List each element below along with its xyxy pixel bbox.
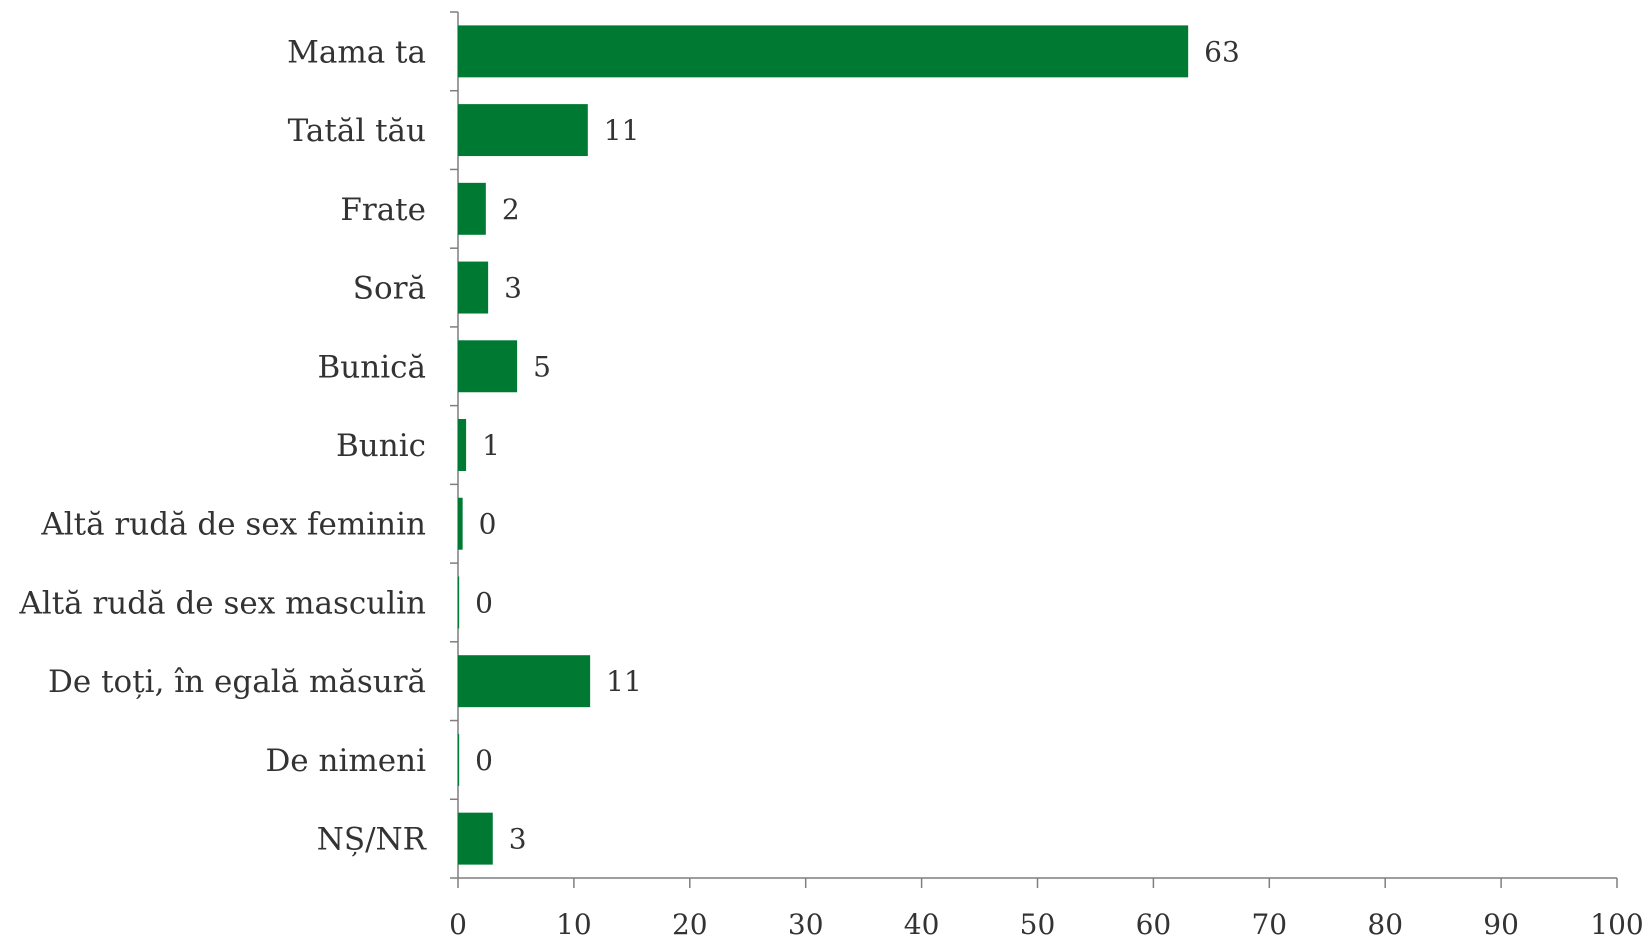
- bar: [458, 655, 591, 708]
- bar: [458, 25, 1189, 78]
- value-tick-label: 100: [1590, 908, 1643, 941]
- bar: [458, 182, 486, 235]
- data-label: 11: [606, 665, 642, 698]
- bar: [458, 497, 463, 550]
- value-tick-label: 20: [672, 908, 708, 941]
- category-label: Bunică: [318, 349, 426, 385]
- value-tick-label: 80: [1367, 908, 1403, 941]
- category-label: De toți, în egală măsură: [48, 664, 426, 700]
- data-label: 63: [1204, 35, 1240, 68]
- data-label: 0: [479, 508, 497, 541]
- value-tick-label: 30: [788, 908, 824, 941]
- category-label: Altă rudă de sex feminin: [40, 507, 426, 543]
- category-label: Soră: [353, 271, 426, 307]
- category-label: NȘ/NR: [317, 822, 428, 858]
- bar: [458, 104, 588, 157]
- bar: [458, 576, 460, 629]
- data-label: 3: [509, 823, 527, 856]
- bar: [458, 340, 518, 393]
- data-label: 5: [533, 350, 551, 383]
- bar: [458, 812, 493, 865]
- value-tick-label: 50: [1020, 908, 1056, 941]
- data-label: 0: [475, 586, 493, 619]
- bar: [458, 419, 467, 471]
- bar: [458, 261, 489, 314]
- bar: [458, 733, 460, 786]
- category-label: Altă rudă de sex masculin: [18, 585, 426, 621]
- value-tick-label: 0: [449, 908, 467, 941]
- value-tick-label: 10: [556, 908, 592, 941]
- data-label: 0: [475, 744, 493, 777]
- data-label: 3: [504, 272, 522, 305]
- data-label: 1: [482, 429, 500, 462]
- category-label: Bunic: [336, 428, 426, 464]
- category-label: Frate: [340, 192, 426, 228]
- value-tick-label: 40: [904, 908, 940, 941]
- value-tick-label: 70: [1251, 908, 1287, 941]
- data-label: 2: [502, 193, 520, 226]
- category-label: Mama ta: [287, 34, 426, 70]
- value-tick-label: 60: [1136, 908, 1172, 941]
- category-label: Tatăl tău: [288, 113, 426, 149]
- data-label: 11: [604, 114, 640, 147]
- value-tick-label: 90: [1483, 908, 1519, 941]
- category-label: De nimeni: [265, 743, 426, 779]
